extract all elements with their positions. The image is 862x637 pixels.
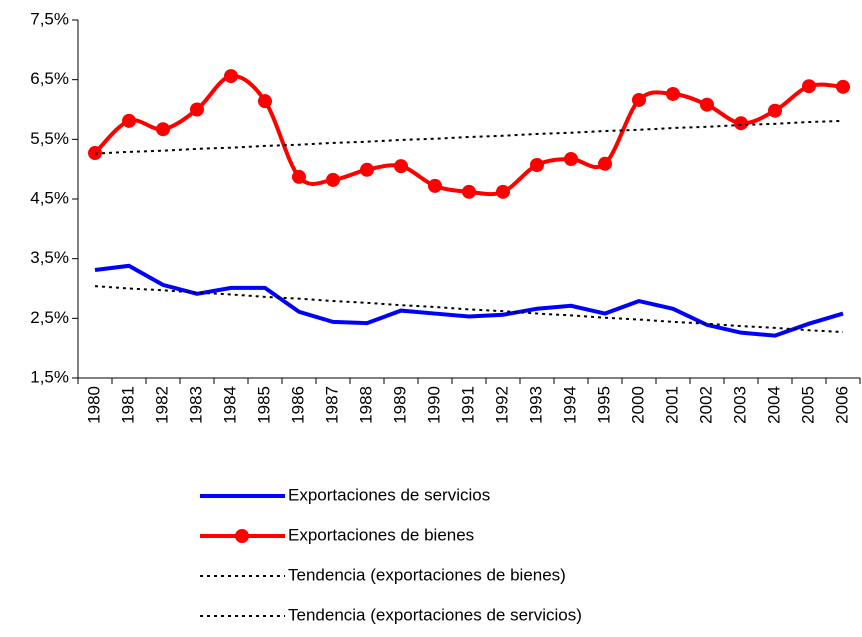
legend-marker	[235, 529, 249, 543]
x-tick-label: 2004	[764, 386, 783, 424]
x-tick-label: 2001	[662, 386, 681, 424]
point	[394, 159, 408, 174]
point	[836, 79, 850, 94]
point	[496, 184, 510, 199]
x-tick-label: 2002	[696, 386, 715, 424]
y-tick-label: 2,5%	[30, 308, 69, 327]
x-tick-label: 1984	[220, 386, 239, 424]
y-tick-label: 1,5%	[30, 367, 69, 386]
x-tick-label: 1992	[492, 386, 511, 424]
legend-label: Tendencia (exportaciones de bienes)	[288, 565, 566, 584]
legend-label: Exportaciones de servicios	[288, 485, 490, 504]
y-tick-label: 5,5%	[30, 129, 69, 148]
point	[734, 116, 748, 131]
x-tick-label: 2005	[798, 386, 817, 424]
x-tick-label: 2006	[832, 386, 851, 424]
series-line	[93, 74, 844, 197]
x-tick-label: 2003	[730, 386, 749, 424]
legend-label: Tendencia (exportaciones de servicios)	[288, 605, 582, 624]
x-tick-label: 1982	[152, 386, 171, 424]
point	[122, 113, 136, 128]
point	[156, 122, 170, 137]
point	[564, 152, 578, 167]
point	[428, 178, 442, 193]
x-tick-label: 1995	[594, 386, 613, 424]
point	[768, 103, 782, 118]
x-tick-label: 1986	[288, 386, 307, 424]
x-tick-label: 1993	[526, 386, 545, 424]
point	[326, 172, 340, 187]
x-tick-label: 1981	[118, 386, 137, 424]
point	[224, 69, 238, 84]
point	[292, 169, 306, 184]
series-line	[94, 285, 844, 334]
point	[700, 97, 714, 112]
y-tick-label: 4,5%	[30, 188, 69, 207]
point	[632, 92, 646, 107]
x-tick-label: 1994	[560, 386, 579, 424]
series-line	[94, 263, 844, 338]
x-tick-label: 2000	[628, 386, 647, 424]
point	[258, 94, 272, 109]
x-tick-label: 1991	[458, 386, 477, 424]
x-tick-label: 1983	[186, 386, 205, 424]
y-tick-label: 6,5%	[30, 69, 69, 88]
point	[666, 86, 680, 101]
x-tick-label: 1985	[254, 386, 273, 424]
point	[802, 79, 816, 94]
point	[598, 156, 612, 171]
point	[462, 184, 476, 199]
y-tick-label: 3,5%	[30, 248, 69, 267]
legend-label: Exportaciones de bienes	[288, 525, 474, 544]
x-tick-label: 1980	[84, 386, 103, 424]
x-tick-label: 1990	[424, 386, 443, 424]
series-line	[94, 119, 844, 155]
x-tick-label: 1988	[356, 386, 375, 424]
x-tick-label: 1987	[322, 386, 341, 424]
point	[360, 162, 374, 177]
point	[530, 157, 544, 172]
point	[190, 102, 204, 117]
x-tick-label: 1989	[390, 386, 409, 424]
y-tick-label: 7,5%	[30, 9, 69, 28]
